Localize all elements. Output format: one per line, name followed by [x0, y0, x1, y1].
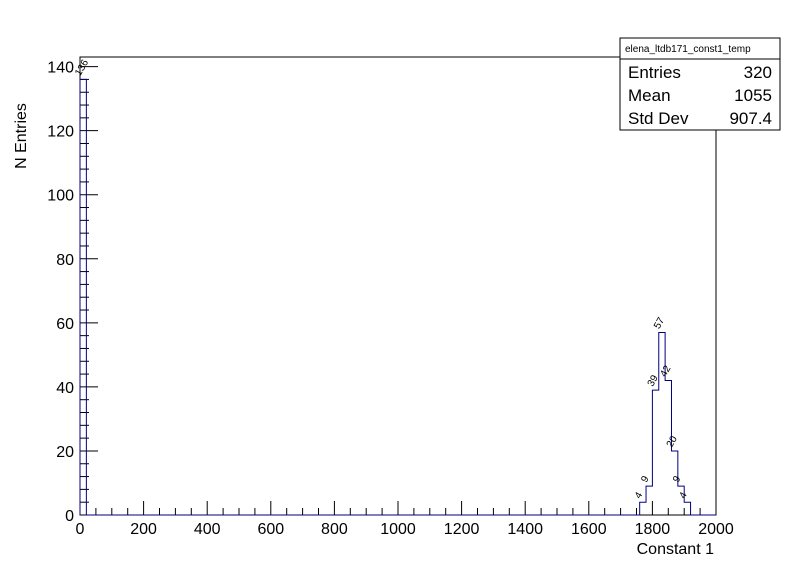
y-tick-label: 140 — [47, 60, 74, 77]
x-tick-label: 1800 — [635, 521, 671, 538]
stats-box: elena_ltdb171_const1_temp Entries 320 Me… — [619, 37, 781, 131]
bin-value-label: 42 — [658, 363, 673, 379]
bin-value-label: 4 — [633, 490, 646, 501]
x-tick-label: 1600 — [571, 521, 607, 538]
x-tick-label: 1200 — [444, 521, 480, 538]
x-tick-label: 1000 — [380, 521, 416, 538]
y-tick-label: 40 — [56, 380, 74, 397]
y-tick-label: 80 — [56, 252, 74, 269]
bin-labels: 136 4 9 39 57 42 20 9 4 — [73, 58, 690, 501]
x-tick-label: 400 — [194, 521, 221, 538]
stats-value-entries: 320 — [744, 63, 772, 82]
stats-box-frame — [619, 37, 781, 131]
bin-value-label: 4 — [677, 490, 690, 501]
bin-value-label: 39 — [646, 373, 661, 389]
histogram-outline — [79, 78, 716, 516]
stats-value-mean: 1055 — [734, 86, 772, 105]
y-tick-label: 120 — [47, 124, 74, 141]
x-tick-label: 200 — [130, 521, 157, 538]
stats-label-entries: Entries — [628, 63, 681, 82]
stats-label-mean: Mean — [628, 86, 671, 105]
x-tick-label: 800 — [321, 521, 348, 538]
y-axis-title: N Entries — [13, 103, 30, 169]
axis-ticks — [79, 66, 717, 516]
x-tick-label: 600 — [257, 521, 284, 538]
y-tick-label: 60 — [56, 316, 74, 333]
x-tick-label: 0 — [76, 521, 85, 538]
bin-value-label: 9 — [671, 474, 684, 485]
y-tick-labels: 0 20 40 60 80 100 120 140 — [47, 60, 74, 525]
bin-value-label: 136 — [73, 58, 91, 78]
y-tick-label: 20 — [56, 444, 74, 461]
bin-value-label: 57 — [652, 315, 667, 331]
stats-label-stddev: Std Dev — [628, 109, 689, 128]
y-tick-label: 100 — [47, 188, 74, 205]
y-tick-label: 0 — [65, 508, 74, 525]
stats-title: elena_ltdb171_const1_temp — [625, 44, 751, 55]
bin-value-label: 9 — [639, 474, 652, 485]
x-tick-label: 2000 — [698, 521, 734, 538]
bin-value-label: 20 — [665, 434, 680, 450]
stats-value-stddev: 907.4 — [729, 109, 772, 128]
x-tick-label: 1400 — [507, 521, 543, 538]
x-tick-labels: 0 200 400 600 800 1000 1200 1400 1600 1800 2000 — [76, 521, 734, 538]
x-axis-title: Constant 1 — [637, 541, 714, 558]
